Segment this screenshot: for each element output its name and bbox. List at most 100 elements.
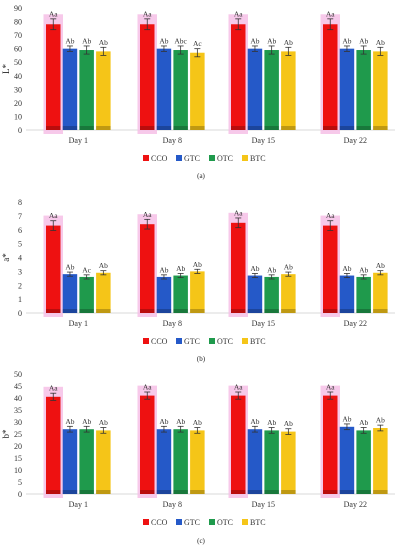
y-tick-label: 25 <box>14 430 22 439</box>
y-tick-label: 30 <box>14 418 22 427</box>
bar-base-shade <box>323 309 338 313</box>
y-tick-label: 40 <box>14 72 22 81</box>
bar-gtc-day-15 <box>247 48 263 130</box>
bar-gtc-day-1 <box>62 48 78 130</box>
significance-label: Ab <box>250 264 259 273</box>
bar-otc-day-1 <box>79 429 94 494</box>
bar-base-shade <box>46 490 61 494</box>
significance-label: Ab <box>342 414 351 423</box>
chart-panel-2: 0 1 2 3 4 5 6 7 8 a* Aa Ab Ac Ab Day 1 Aa Ab Ab Ab Day 8 Aa A… <box>1 198 395 363</box>
legend-swatch-btc <box>242 338 248 344</box>
bar-btc-day-8 <box>190 52 205 130</box>
bar-gtc-day-8 <box>156 48 172 130</box>
bar-base-shade <box>373 490 388 494</box>
bar-base-shade <box>339 126 355 130</box>
bar-btc-day-8 <box>190 271 205 313</box>
bar-gtc-day-15 <box>247 429 263 494</box>
y-axis-title: b* <box>1 429 11 439</box>
bar-base-shade <box>231 490 246 494</box>
x-category-label: Day 15 <box>252 319 275 328</box>
bar-btc-day-15 <box>281 431 296 494</box>
x-category-label: Day 22 <box>344 136 367 145</box>
bar-btc-day-15 <box>281 51 296 130</box>
y-tick-label: 50 <box>14 58 22 67</box>
bar-cco-day-22 <box>323 395 338 494</box>
legend-swatch-cco <box>143 155 149 161</box>
significance-label: Aa <box>49 211 58 220</box>
bar-base-shade <box>247 490 263 494</box>
significance-label: Aa <box>143 9 152 18</box>
significance-label: Ab <box>176 264 185 273</box>
bar-base-shade <box>62 309 78 313</box>
bar-base-shade <box>62 490 78 494</box>
significance-label: Ac <box>82 265 91 274</box>
bar-base-shade <box>79 490 94 494</box>
significance-label: Aa <box>49 384 58 393</box>
x-category-label: Day 15 <box>252 136 275 145</box>
y-axis-title: L* <box>1 64 11 74</box>
bar-base-shade <box>96 490 111 494</box>
bar-gtc-day-22 <box>339 426 355 494</box>
bar-btc-day-22 <box>373 51 388 130</box>
y-tick-label: 5 <box>18 240 22 249</box>
bar-base-shade <box>79 126 94 130</box>
bar-gtc-day-22 <box>339 48 355 130</box>
bar-base-shade <box>190 490 205 494</box>
significance-label: Ab <box>159 417 168 426</box>
significance-label: Ab <box>65 417 74 426</box>
y-tick-label: 0 <box>18 309 22 318</box>
y-tick-label: 10 <box>14 466 22 475</box>
significance-label: Aa <box>49 9 58 18</box>
significance-label: Ab <box>359 265 368 274</box>
y-tick-label: 20 <box>14 442 22 451</box>
legend-label-cco: CCO <box>151 154 168 163</box>
significance-label: Ab <box>193 418 202 427</box>
significance-label: Ab <box>99 38 108 47</box>
bar-cco-day-15 <box>231 222 246 313</box>
panel-label: (a) <box>197 172 205 180</box>
significance-label: Aa <box>143 210 152 219</box>
bar-cco-day-15 <box>231 24 246 131</box>
significance-label: Ab <box>99 261 108 270</box>
bar-base-shade <box>173 309 188 313</box>
bar-base-shade <box>339 309 355 313</box>
x-category-label: Day 1 <box>69 136 88 145</box>
legend-swatch-cco <box>143 338 149 344</box>
bar-base-shade <box>156 309 172 313</box>
y-tick-label: 40 <box>14 394 22 403</box>
bar-otc-day-15 <box>264 50 279 131</box>
significance-label: Aa <box>234 9 243 18</box>
significance-label: Aa <box>234 383 243 392</box>
significance-label: Ab <box>82 417 91 426</box>
bar-otc-day-22 <box>356 430 371 494</box>
legend-swatch-gtc <box>176 519 182 525</box>
legend-swatch-btc <box>242 519 248 525</box>
x-category-label: Day 22 <box>344 319 367 328</box>
significance-label: Abc <box>174 36 187 45</box>
bar-btc-day-8 <box>190 430 205 494</box>
significance-label: Ab <box>284 419 293 428</box>
bar-base-shade <box>46 309 61 313</box>
y-tick-label: 30 <box>14 85 22 94</box>
y-tick-label: 60 <box>14 45 22 54</box>
y-tick-label: 70 <box>14 31 22 40</box>
bar-base-shade <box>190 126 205 130</box>
bar-btc-day-1 <box>96 430 111 494</box>
significance-label: Ab <box>250 417 259 426</box>
bar-base-shade <box>373 126 388 130</box>
bar-base-shade <box>231 126 246 130</box>
bar-base-shade <box>264 309 279 313</box>
panel-label: (b) <box>197 355 206 363</box>
legend-swatch-otc <box>209 338 215 344</box>
y-tick-label: 20 <box>14 99 22 108</box>
bar-otc-day-15 <box>264 430 279 494</box>
significance-label: Ab <box>65 263 74 272</box>
bar-cco-day-22 <box>323 225 338 313</box>
legend-swatch-otc <box>209 519 215 525</box>
panel-label: (c) <box>197 537 205 545</box>
legend-label-btc: BTC <box>250 518 266 527</box>
bar-gtc-day-8 <box>156 276 172 313</box>
bar-otc-day-8 <box>173 50 188 131</box>
significance-label: Aa <box>234 208 243 217</box>
bar-cco-day-1 <box>46 396 61 494</box>
